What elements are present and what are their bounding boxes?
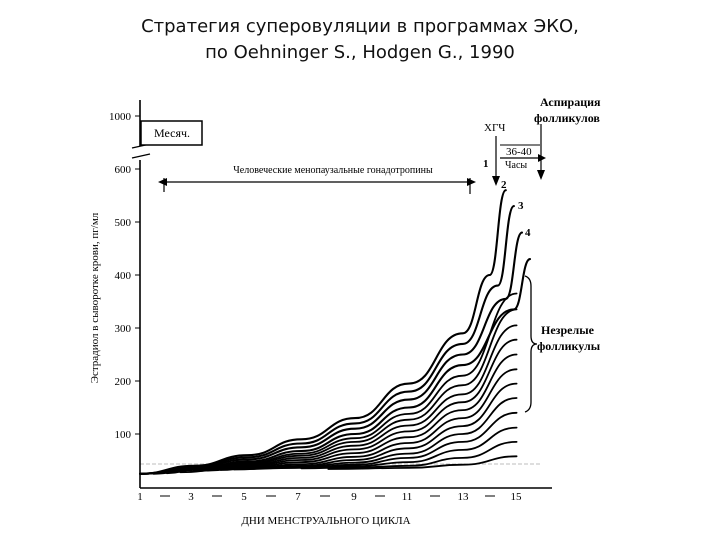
aspiration-label-2: фолликулов (534, 111, 600, 125)
follicle-curve-11 (233, 382, 518, 471)
x-tick-label-3: 3 (188, 491, 194, 503)
hmg-label: Человеческие менопаузальные гонадотропин… (233, 165, 433, 176)
follicle-curve-9 (206, 353, 518, 472)
y-tick-label-400: 400 (115, 270, 132, 282)
curve-number-4: 4 (525, 227, 531, 239)
axis-break-mark-2 (131, 153, 151, 159)
hours-unit: Часы (505, 160, 527, 171)
x-tick-label-13: 13 (458, 491, 470, 503)
hours-arrow-head (538, 154, 546, 162)
title-line-1: Стратегия суперовуляции в программах ЭКО… (141, 16, 579, 37)
immature-label-2: фолликулы (537, 339, 601, 353)
x-axis-label: ДНИ МЕНСТРУАЛЬНОГО ЦИКЛА (241, 515, 410, 527)
y-axis-label: Эстрадиол в сыворотке крови, пг/мл (89, 212, 101, 383)
follicle-curve-7 (179, 324, 518, 474)
title-line-2: по Oehninger S., Hodgen G., 1990 (205, 42, 515, 63)
follicle-curve-8 (192, 338, 518, 472)
follicle-curve-5 (152, 292, 518, 475)
follicle-curve-3 (138, 231, 524, 475)
curve-number-1: 1 (483, 158, 489, 170)
hours-value: 36-40 (506, 146, 532, 158)
hcg-label: ХГЧ (484, 122, 505, 134)
aspiration-arrow-head (537, 170, 545, 180)
menses-label: Месяч. (154, 126, 190, 140)
curve-number-2: 2 (501, 179, 507, 191)
x-tick-label-9: 9 (351, 491, 357, 503)
follicle-curve-2 (138, 205, 515, 475)
x-tick-label-5: 5 (241, 491, 247, 503)
hmg-arrow-right-head (467, 178, 476, 186)
x-tick-label-15: 15 (511, 491, 523, 503)
immature-label-1: Незрелые (541, 323, 595, 337)
x-tick-label-1: 1 (137, 491, 143, 503)
y-tick-label-100: 100 (115, 429, 132, 441)
follicle-curve-1 (138, 189, 507, 475)
chart-title: Стратегия суперовуляции в программах ЭКО… (0, 14, 720, 66)
hmg-arrow-left-head (158, 178, 167, 186)
x-tick-label-11: 11 (402, 491, 413, 503)
y-tick-label-600: 600 (115, 164, 132, 176)
hcg-arrow-head (492, 176, 500, 186)
curve-number-3: 3 (518, 200, 524, 212)
y-tick-label-500: 500 (115, 217, 132, 229)
x-tick-label-7: 7 (295, 491, 301, 503)
follicle-curves (138, 189, 532, 475)
follicle-curve-4 (138, 258, 532, 475)
follicle-curve-15 (300, 441, 518, 470)
y-tick-label-1000: 1000 (109, 111, 132, 123)
follicle-curve-14 (273, 426, 518, 469)
aspiration-label-1: Аспирация (540, 95, 601, 109)
y-tick-label-200: 200 (115, 376, 132, 388)
follicle-curve-16 (327, 455, 518, 470)
immature-follicles-brace (524, 275, 538, 413)
y-tick-label-300: 300 (115, 323, 132, 335)
menses-box (140, 120, 203, 146)
